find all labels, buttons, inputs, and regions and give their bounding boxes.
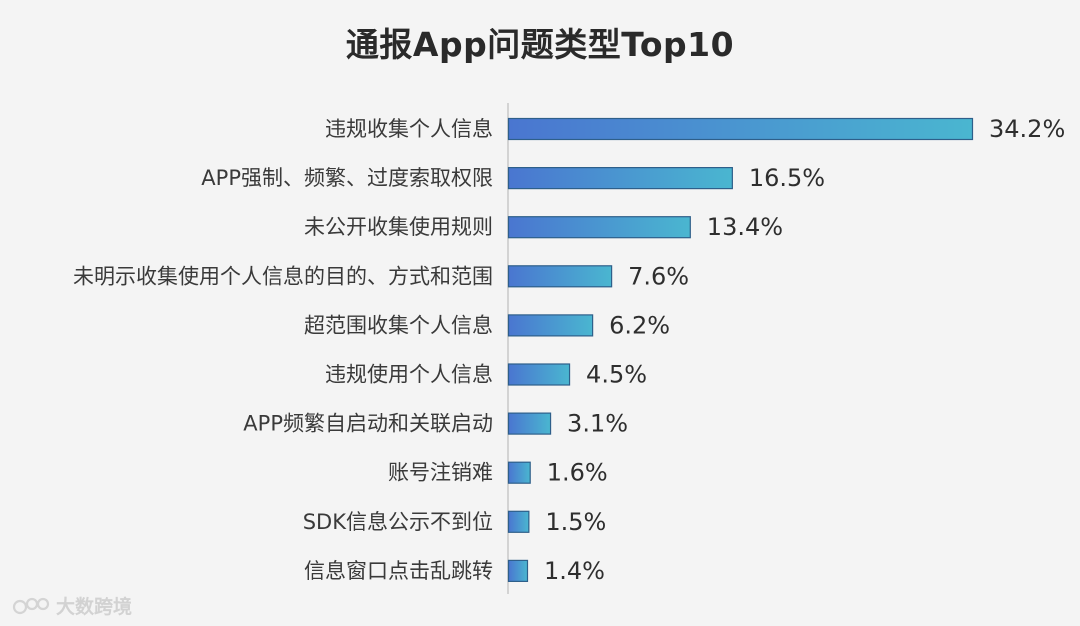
bar bbox=[507, 314, 594, 337]
value-label: 6.2% bbox=[609, 311, 670, 339]
value-label: 16.5% bbox=[749, 164, 825, 192]
bar bbox=[507, 265, 613, 288]
category-label: APP频繁自启动和关联启动 bbox=[243, 412, 493, 436]
category-label: 违规收集个人信息 bbox=[325, 117, 493, 141]
watermark: 大数跨境 bbox=[12, 592, 132, 619]
category-label: 信息窗口点击乱跳转 bbox=[304, 559, 493, 583]
category-label: 超范围收集个人信息 bbox=[304, 313, 493, 337]
value-label: 34.2% bbox=[989, 115, 1065, 143]
bar bbox=[507, 412, 552, 435]
brand-logo-icon bbox=[12, 597, 50, 614]
category-label: 未明示收集使用个人信息的目的、方式和范围 bbox=[73, 264, 493, 288]
bar bbox=[507, 216, 691, 239]
bar bbox=[507, 167, 733, 190]
category-label: APP强制、频繁、过度索取权限 bbox=[201, 166, 493, 190]
category-label: 违规使用个人信息 bbox=[325, 363, 493, 387]
category-label: 未公开收集使用规则 bbox=[304, 215, 493, 239]
value-label: 1.6% bbox=[547, 459, 608, 487]
watermark-text: 大数跨境 bbox=[56, 596, 133, 618]
bar bbox=[507, 363, 571, 386]
chart-title: 通报App问题类型Top10 bbox=[345, 25, 735, 64]
value-label: 1.5% bbox=[545, 508, 606, 536]
bar bbox=[507, 461, 531, 484]
value-label: 1.4% bbox=[544, 557, 605, 585]
bar bbox=[507, 510, 530, 533]
value-label: 13.4% bbox=[707, 213, 783, 241]
bar bbox=[507, 559, 529, 583]
category-label: SDK信息公示不到位 bbox=[303, 510, 493, 534]
bar bbox=[507, 117, 974, 141]
value-label: 3.1% bbox=[567, 410, 628, 438]
value-label: 7.6% bbox=[628, 262, 689, 290]
value-label: 4.5% bbox=[586, 361, 647, 389]
category-label: 账号注销难 bbox=[388, 461, 493, 485]
